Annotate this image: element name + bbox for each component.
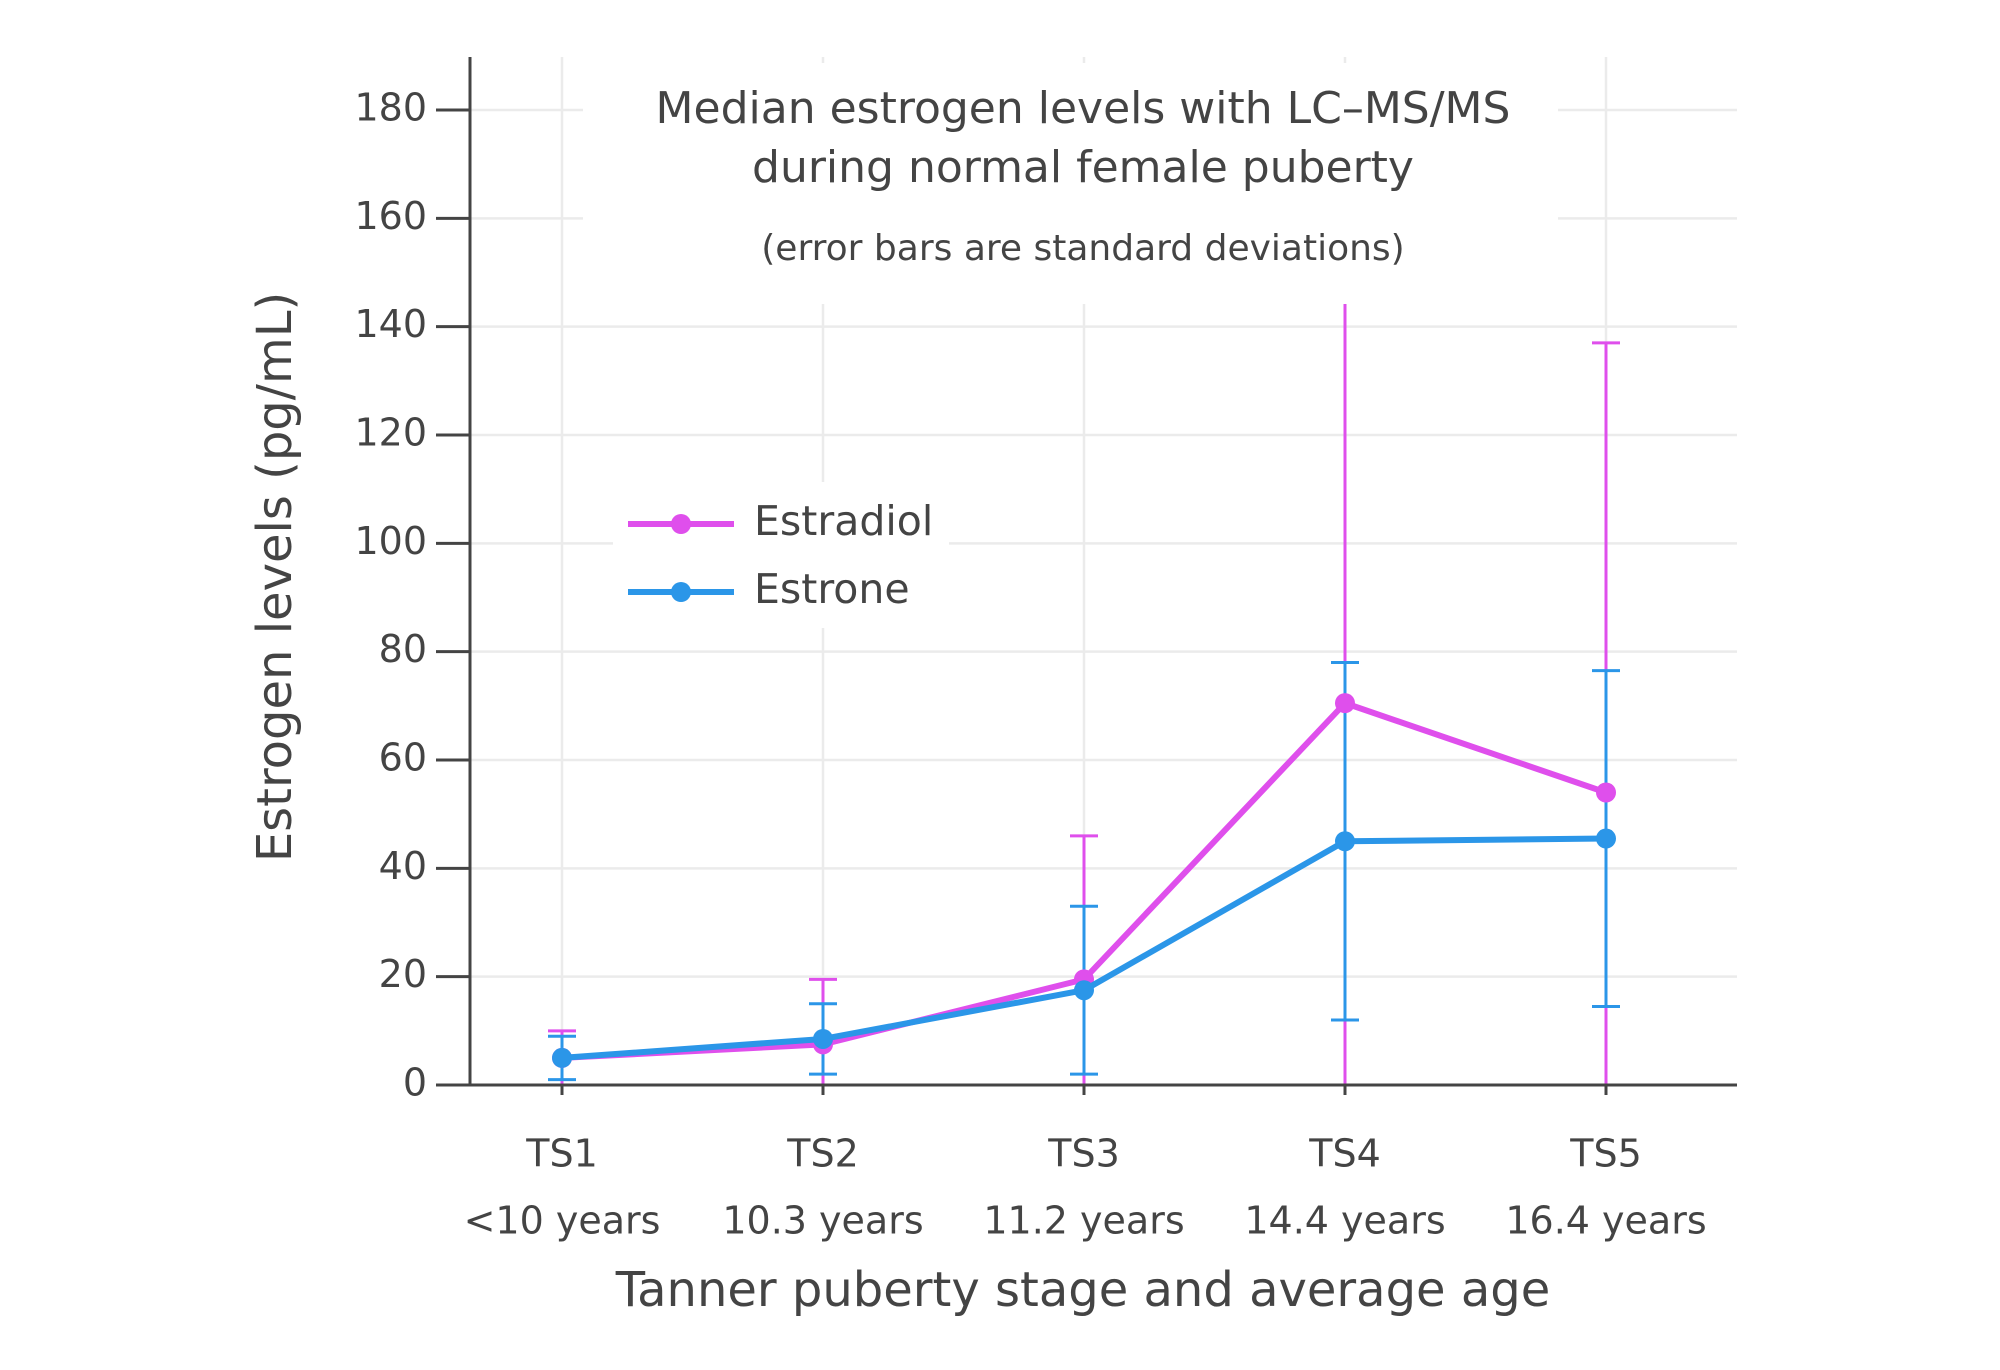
y-tick-label: 180 xyxy=(354,86,427,130)
legend-marker xyxy=(671,514,691,534)
title-background xyxy=(583,63,1558,304)
y-tick-label: 20 xyxy=(379,952,427,996)
y-axis-title: Estrogen levels (pg/mL) xyxy=(247,292,303,862)
chart-title: during normal female puberty xyxy=(752,142,1414,193)
chart-subtitle: (error bars are standard deviations) xyxy=(761,228,1404,269)
y-tick-label: 60 xyxy=(379,736,427,780)
legend-background xyxy=(613,482,949,628)
y-tick-label: 160 xyxy=(354,194,427,238)
data-point xyxy=(1335,693,1355,714)
y-tick-label: 40 xyxy=(379,844,427,888)
y-tick-label: 0 xyxy=(403,1061,427,1105)
x-tick-label: TS3 xyxy=(1047,1132,1120,1176)
data-point xyxy=(1335,831,1355,852)
data-point xyxy=(813,1028,833,1049)
x-tick-sublabel: <10 years xyxy=(464,1199,661,1243)
x-tick-label: TS5 xyxy=(1569,1132,1642,1176)
x-tick-sublabel: 14.4 years xyxy=(1244,1199,1445,1243)
data-point xyxy=(1596,782,1616,803)
data-point xyxy=(552,1047,572,1068)
data-point xyxy=(1596,828,1616,849)
legend-label: Estradiol xyxy=(754,497,933,545)
y-tick-label: 120 xyxy=(354,411,427,455)
y-tick-label: 80 xyxy=(379,627,427,671)
legend: Estradiol Estrone xyxy=(628,497,933,613)
x-tick-label: TS4 xyxy=(1308,1132,1381,1176)
legend-marker xyxy=(671,582,691,602)
x-tick-label: TS1 xyxy=(525,1132,598,1176)
data-point xyxy=(1074,980,1094,1001)
x-tick-sublabel: 11.2 years xyxy=(983,1199,1184,1243)
legend-label: Estrone xyxy=(754,565,910,613)
x-axis-title: Tanner puberty stage and average age xyxy=(615,1262,1551,1318)
x-tick-label: TS2 xyxy=(786,1132,859,1176)
marks-layer xyxy=(548,279,1620,1087)
chart-title: Median estrogen levels with LC–MS/MS xyxy=(656,83,1511,134)
y-tick-label: 100 xyxy=(354,519,427,563)
y-tick-label: 140 xyxy=(354,302,427,346)
grid-layer: 0 20 40 60 80 100 120 140 160 180 TS1 <10 years TS2 1… xyxy=(354,57,1737,1243)
x-tick-sublabel: 16.4 years xyxy=(1505,1199,1706,1243)
x-tick-sublabel: 10.3 years xyxy=(722,1199,923,1243)
